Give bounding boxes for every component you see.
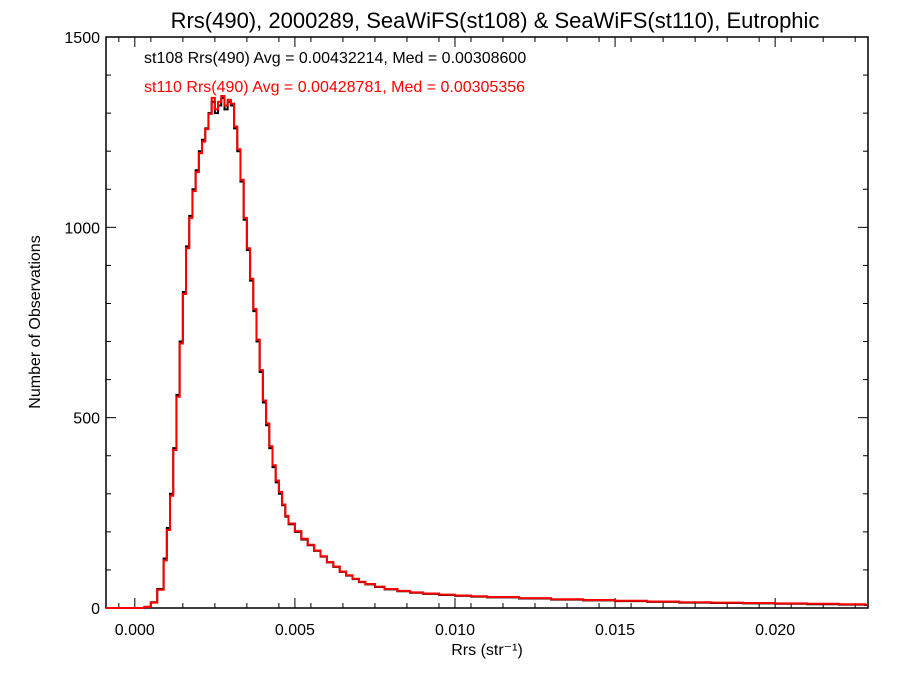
y-tick-label: 1000 <box>64 220 100 237</box>
axis-ticks <box>106 36 868 609</box>
chart-title: Rrs(490), 2000289, SeaWiFS(st108) & SeaW… <box>171 8 820 33</box>
x-tick-label: 0.020 <box>755 622 795 639</box>
x-tick-label: 0.000 <box>115 622 155 639</box>
histogram-series <box>106 95 868 609</box>
x-tick-labels: 0.000 0.005 0.010 0.015 0.020 <box>115 622 795 639</box>
x-tick-label: 0.005 <box>275 622 315 639</box>
y-tick-label: 500 <box>73 411 100 428</box>
y-axis-label: Number of Observations <box>27 235 44 408</box>
annotation-st110: st110 Rrs(490) Avg = 0.00428781, Med = 0… <box>144 79 525 96</box>
y-tick-labels: 0 500 1000 1500 <box>64 30 100 618</box>
y-tick-label: 1500 <box>64 30 100 47</box>
plot-frame <box>105 36 869 609</box>
x-tick-label: 0.010 <box>435 622 475 639</box>
x-axis-label: Rrs (str⁻¹) <box>451 642 523 659</box>
y-tick-label: 0 <box>91 601 100 618</box>
series-st110-line <box>106 95 868 609</box>
annotation-st108: st108 Rrs(490) Avg = 0.00432214, Med = 0… <box>144 50 526 67</box>
x-tick-label: 0.015 <box>595 622 635 639</box>
series-st108-line <box>106 96 868 609</box>
